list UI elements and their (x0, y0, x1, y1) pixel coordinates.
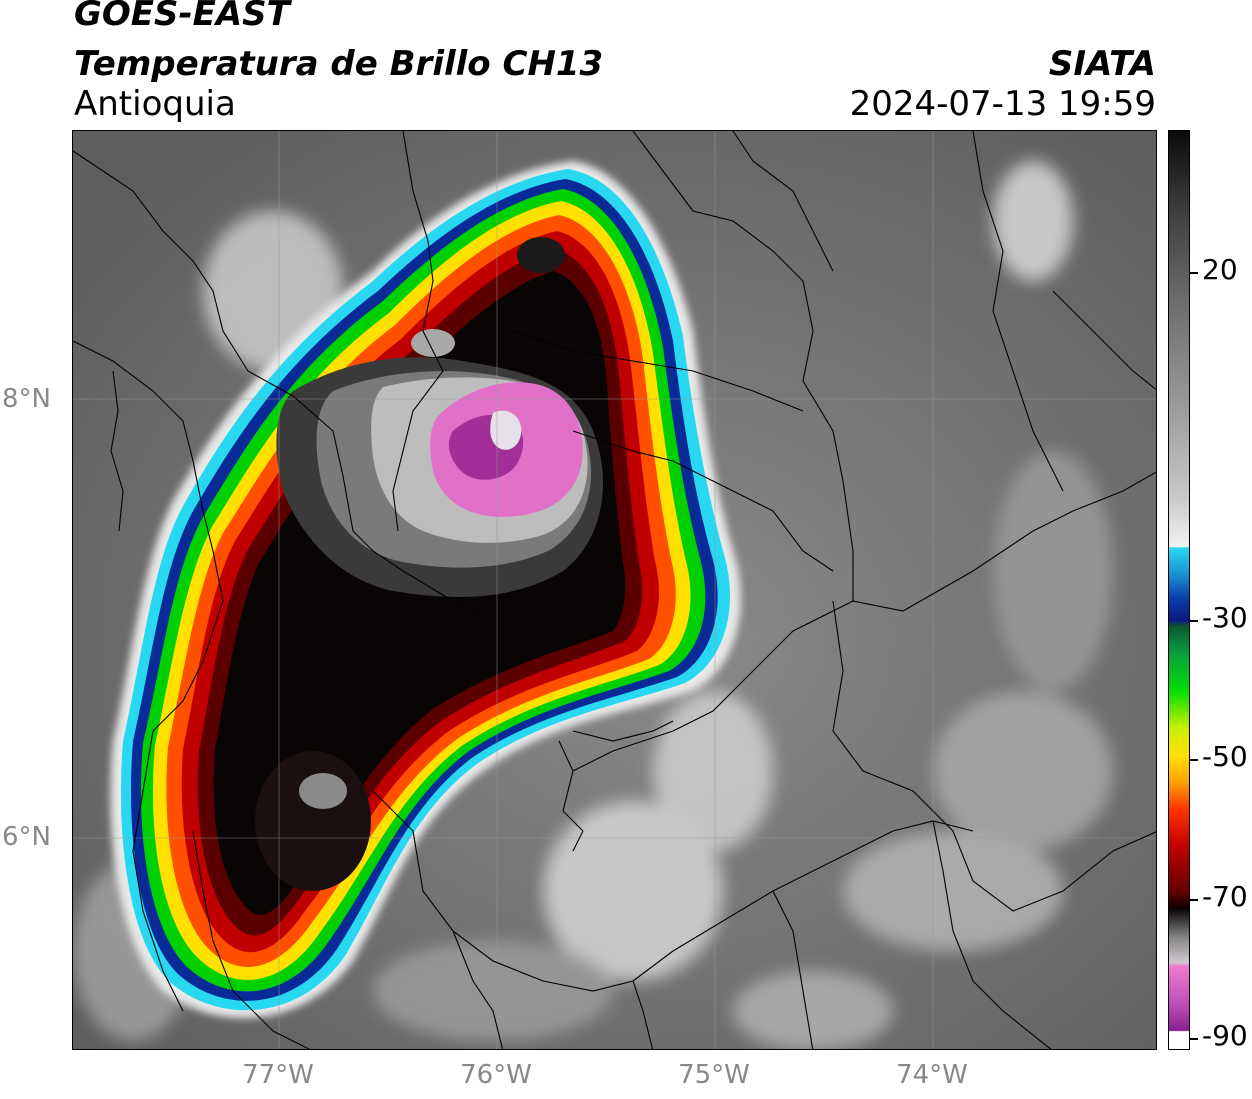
colorbar-tick-minus30 (1190, 620, 1198, 622)
timestamp-label: 2024-07-13 19:59 (849, 84, 1156, 124)
warm-clouds (73, 161, 1113, 1049)
organization-label: SIATA (1048, 44, 1156, 84)
lon-label-77w: 77°W (242, 1060, 314, 1090)
colorbar-label-minus30: -30 (1202, 601, 1248, 634)
lat-label-8n: 8°N (2, 384, 51, 414)
satellite-image (73, 131, 1156, 1049)
product-title: Temperatura de Brillo CH13 (74, 44, 604, 84)
temperature-colorbar (1168, 130, 1190, 1050)
colorbar-tick-minus50 (1190, 759, 1198, 761)
lat-label-6n: 6°N (2, 822, 51, 852)
colorbar-label-minus70: -70 (1202, 880, 1248, 913)
colorbar-label-minus50: -50 (1202, 740, 1248, 773)
colorbar-label-minus90: -90 (1202, 1019, 1248, 1052)
graticule (73, 131, 1156, 1049)
colorbar-tick-minus90 (1190, 1038, 1198, 1040)
colorbar-tick-minus70 (1190, 899, 1198, 901)
colorbar-tick-20 (1190, 272, 1198, 274)
colorbar-label-20: 20 (1202, 253, 1238, 286)
lon-label-74w: 74°W (896, 1060, 968, 1090)
satellite-title: GOES-EAST (74, 0, 290, 34)
region-title: Antioquia (74, 84, 236, 124)
boundaries (73, 131, 1156, 1049)
map-panel (72, 130, 1157, 1050)
convective-storm (110, 161, 741, 1019)
lon-label-75w: 75°W (678, 1060, 750, 1090)
lon-label-76w: 76°W (460, 1060, 532, 1090)
